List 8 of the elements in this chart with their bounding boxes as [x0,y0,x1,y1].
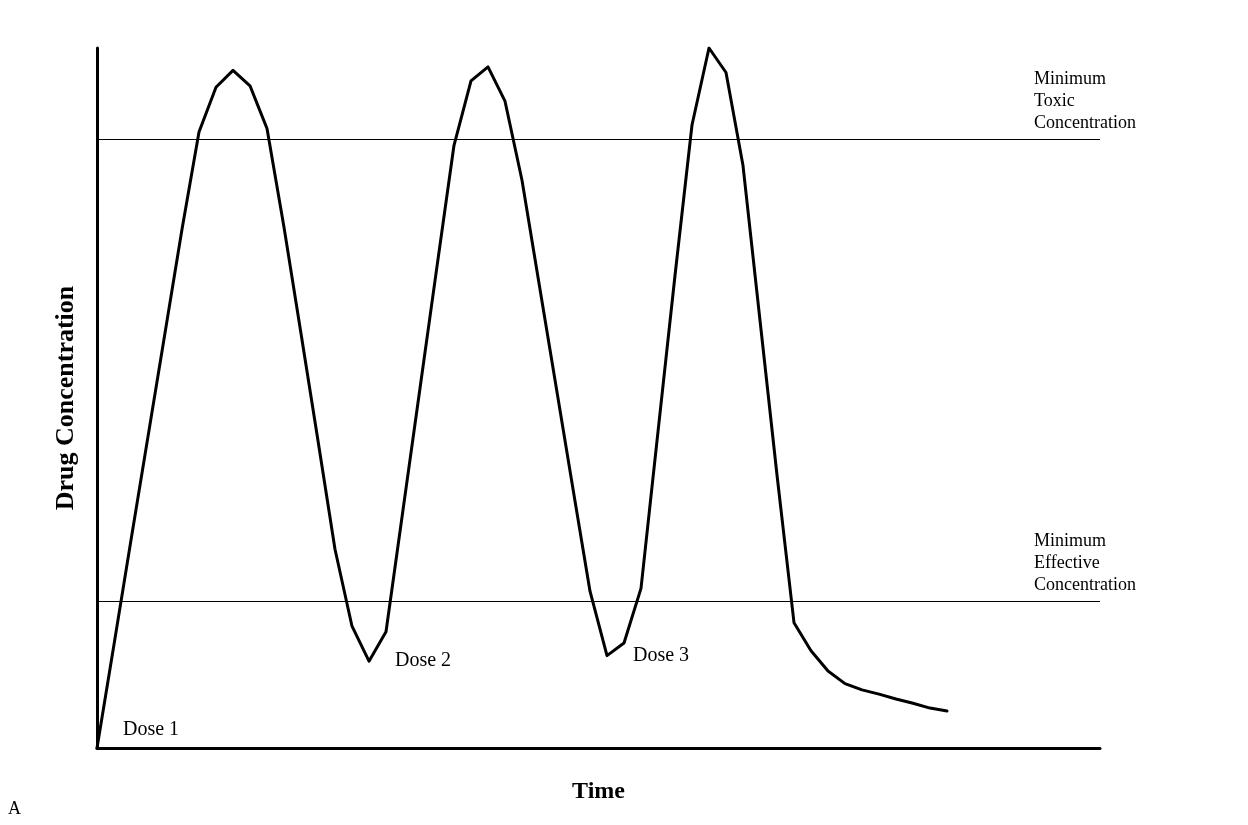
annotation: Dose 3 [633,642,690,665]
ref-line-label: Minimum Effective Concentration [1034,530,1136,594]
y-axis-title: Drug Concentration [49,285,79,511]
annotation: Dose 2 [395,648,452,671]
x-axis-title: Time [572,777,626,803]
text: A [8,798,21,818]
annotation: Dose 1 [123,717,180,739]
ref-line-label: Minimum Toxic Concentration [1034,68,1136,132]
